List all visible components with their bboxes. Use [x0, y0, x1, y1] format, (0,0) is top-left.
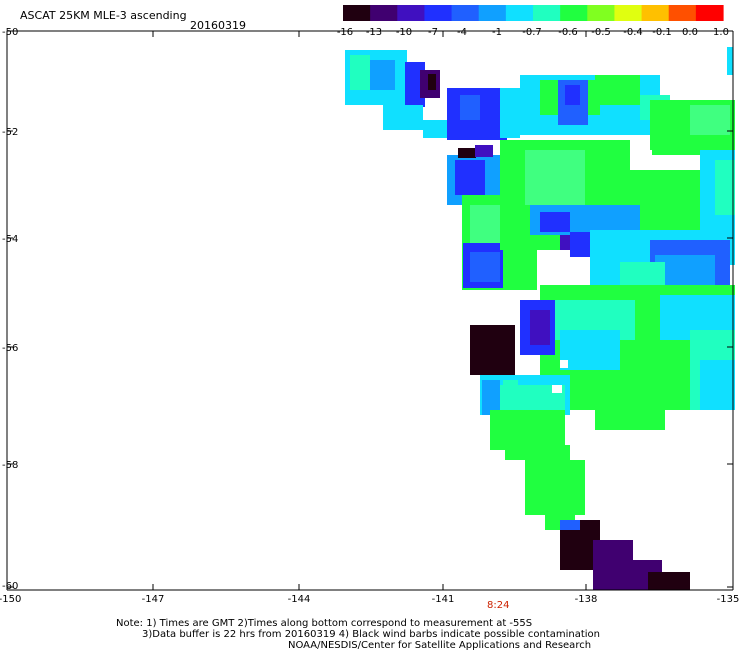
- swath-cell: [500, 88, 520, 138]
- swath-cell: [595, 75, 640, 105]
- colorbar-label: -7: [428, 27, 438, 38]
- lon-label: -150: [0, 594, 22, 605]
- lat-label: -54: [2, 234, 19, 245]
- swath-cell: [540, 212, 570, 232]
- colorbar-segment: [695, 5, 724, 21]
- lat-label: -60: [2, 581, 19, 592]
- swath-cell: [482, 380, 500, 415]
- swath-cell: [505, 445, 570, 460]
- colorbar-segment: [587, 5, 616, 21]
- map-title: ASCAT 25KM MLE-3 ascending: [20, 9, 187, 22]
- colorbar-label: -0.7: [522, 27, 542, 38]
- swath-cell: [458, 148, 476, 158]
- colorbar-label: -0.1: [652, 27, 672, 38]
- lon-label: -147: [141, 594, 165, 605]
- lat-label: -50: [2, 27, 19, 38]
- colorbar-segment: [614, 5, 643, 21]
- swath-cell: [690, 105, 730, 135]
- swath-cell: [455, 160, 485, 195]
- note-line-3: NOAA/NESDIS/Center for Satellite Applica…: [288, 640, 592, 651]
- swath-cell: [648, 572, 690, 590]
- swath-cell: [350, 55, 370, 90]
- swath-cell: [383, 105, 423, 130]
- colorbar-label: -1: [492, 27, 502, 38]
- colorbar-segment: [370, 5, 398, 21]
- swath-cell: [475, 145, 493, 157]
- colorbar-segment: [533, 5, 561, 21]
- swath-gap: [560, 360, 568, 368]
- swath-cell: [525, 460, 585, 515]
- note-line-1: Note: 1) Times are GMT 2)Times along bot…: [116, 618, 533, 629]
- swath-cell: [715, 160, 735, 215]
- colorbar-segment: [424, 5, 453, 21]
- colorbar-segment: [343, 5, 371, 21]
- colorbar-label: -0.4: [623, 27, 643, 38]
- colorbar-label: -10: [395, 27, 413, 38]
- swath-cell: [525, 150, 585, 205]
- swath-cell: [700, 360, 735, 410]
- colorbar-segment: [505, 5, 534, 21]
- lat-label: -52: [2, 127, 19, 138]
- wind-swath: [345, 47, 735, 590]
- lon-label: -135: [716, 594, 740, 605]
- swath-cell: [560, 330, 620, 370]
- swath-gap: [552, 385, 562, 393]
- colorbar-segment: [397, 5, 426, 21]
- swath-cell: [428, 74, 436, 90]
- colorbar-label: -4: [457, 27, 467, 38]
- swath-cell: [727, 47, 733, 75]
- lon-label: -138: [574, 594, 598, 605]
- colorbar-segment: [478, 5, 507, 21]
- time-label: 8:24: [487, 600, 510, 611]
- swath-cell: [530, 310, 550, 345]
- map-axes: [6, 30, 734, 591]
- swath-cell: [370, 60, 395, 90]
- swath-cell: [595, 405, 665, 430]
- colorbar-segment: [451, 5, 480, 21]
- colorbar-segment: [641, 5, 670, 21]
- lat-label: -58: [2, 460, 19, 471]
- lat-label: -56: [2, 343, 19, 354]
- colorbar-label: 0.0: [682, 27, 698, 38]
- swath-cell: [460, 95, 480, 120]
- colorbar-label: -0.5: [591, 27, 611, 38]
- colorbar-label: -13: [365, 27, 383, 38]
- colorbar-label: 1.0: [713, 27, 729, 38]
- swath-cell: [560, 520, 580, 530]
- swath-cell: [470, 325, 515, 375]
- lon-label: -144: [287, 594, 311, 605]
- swath-cell: [470, 252, 500, 282]
- colorbar-segment: [560, 5, 588, 21]
- map-date: 20160319: [190, 19, 246, 32]
- colorbar-label: -0.6: [558, 27, 578, 38]
- colorbar-label: -16: [336, 27, 354, 38]
- swath-cell: [490, 410, 565, 450]
- swath-cell: [593, 540, 633, 590]
- swath-cell: [565, 85, 580, 105]
- colorbar: [343, 5, 724, 21]
- colorbar-segment: [668, 5, 697, 21]
- note-line-2: 3)Data buffer is 22 hrs from 20160319 4)…: [142, 629, 600, 640]
- swath-cell: [503, 380, 518, 395]
- lon-label: -141: [431, 594, 455, 605]
